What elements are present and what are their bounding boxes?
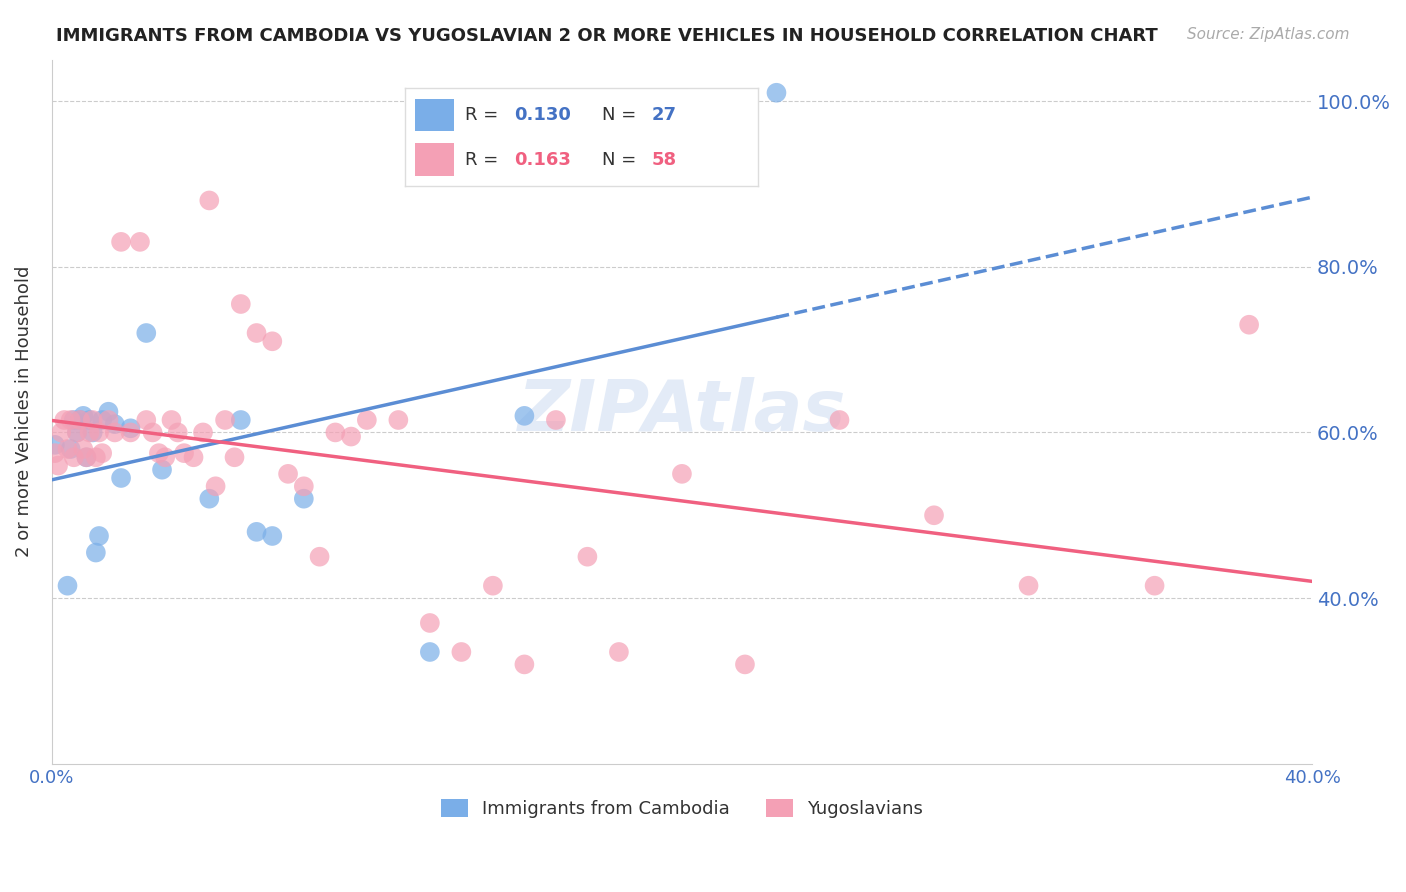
Point [91, 413, 114, 427]
Point [450, 645, 472, 659]
Point [44, 438, 66, 452]
Point [262, 529, 284, 543]
Point [120, 425, 142, 440]
Point [229, 413, 252, 427]
Point [224, 450, 246, 465]
Point [734, 657, 756, 672]
Point [419, 645, 441, 659]
Y-axis label: 2 or more Vehicles in Household: 2 or more Vehicles in Household [15, 266, 32, 558]
Point [166, 425, 188, 440]
Point [87, 425, 110, 440]
Point [75, 450, 97, 465]
Point [1018, 579, 1040, 593]
Point [325, 425, 347, 440]
Point [104, 417, 127, 431]
Point [59, 442, 82, 456]
Text: ZIPAtlas: ZIPAtlas [517, 377, 846, 446]
Point [245, 326, 267, 340]
Point [245, 524, 267, 539]
Point [419, 615, 441, 630]
Point [75, 450, 97, 465]
Text: IMMIGRANTS FROM CAMBODIA VS YUGOSLAVIAN 2 OR MORE VEHICLES IN HOUSEHOLD CORRELAT: IMMIGRANTS FROM CAMBODIA VS YUGOSLAVIAN … [56, 27, 1159, 45]
Point [110, 471, 132, 485]
Point [173, 446, 195, 460]
Point [513, 409, 536, 423]
Point [576, 549, 599, 564]
Point [66, 425, 89, 440]
Point [110, 235, 132, 249]
Point [59, 413, 82, 427]
Point [72, 409, 94, 423]
Point [82, 413, 104, 427]
Point [135, 413, 157, 427]
Point [214, 413, 236, 427]
Point [277, 467, 299, 481]
Point [44, 446, 66, 460]
Point [191, 425, 214, 440]
Point [46, 458, 69, 473]
Point [482, 579, 505, 593]
Point [53, 413, 76, 427]
Point [308, 549, 330, 564]
Point [183, 450, 205, 465]
Point [544, 413, 567, 427]
Point [153, 450, 176, 465]
Point [1237, 318, 1260, 332]
Point [1143, 579, 1166, 593]
Legend: Immigrants from Cambodia, Yugoslavians: Immigrants from Cambodia, Yugoslavians [433, 791, 931, 825]
Point [262, 334, 284, 349]
Point [79, 425, 101, 440]
Point [104, 425, 127, 440]
Point [84, 545, 107, 559]
Point [135, 326, 157, 340]
Point [56, 579, 79, 593]
Point [828, 413, 851, 427]
Point [198, 194, 221, 208]
Point [204, 479, 226, 493]
Point [87, 529, 110, 543]
Point [62, 413, 84, 427]
Point [69, 413, 91, 427]
Point [292, 491, 315, 506]
Point [82, 425, 104, 440]
Point [607, 645, 630, 659]
Point [66, 425, 89, 440]
Point [160, 413, 183, 427]
Point [340, 429, 363, 443]
Point [229, 297, 252, 311]
Point [922, 508, 945, 523]
Point [765, 86, 787, 100]
Point [79, 413, 101, 427]
Point [72, 442, 94, 456]
Point [142, 425, 165, 440]
Point [356, 413, 378, 427]
Point [671, 467, 693, 481]
Point [120, 421, 142, 435]
Point [91, 446, 114, 460]
Point [97, 413, 120, 427]
Point [62, 450, 84, 465]
Text: Source: ZipAtlas.com: Source: ZipAtlas.com [1187, 27, 1350, 42]
Point [69, 413, 91, 427]
Point [513, 657, 536, 672]
Point [97, 405, 120, 419]
Point [292, 479, 315, 493]
Point [387, 413, 409, 427]
Point [129, 235, 152, 249]
Point [51, 425, 73, 440]
Point [150, 463, 173, 477]
Point [148, 446, 170, 460]
Point [198, 491, 221, 506]
Point [84, 450, 107, 465]
Point [56, 442, 79, 456]
